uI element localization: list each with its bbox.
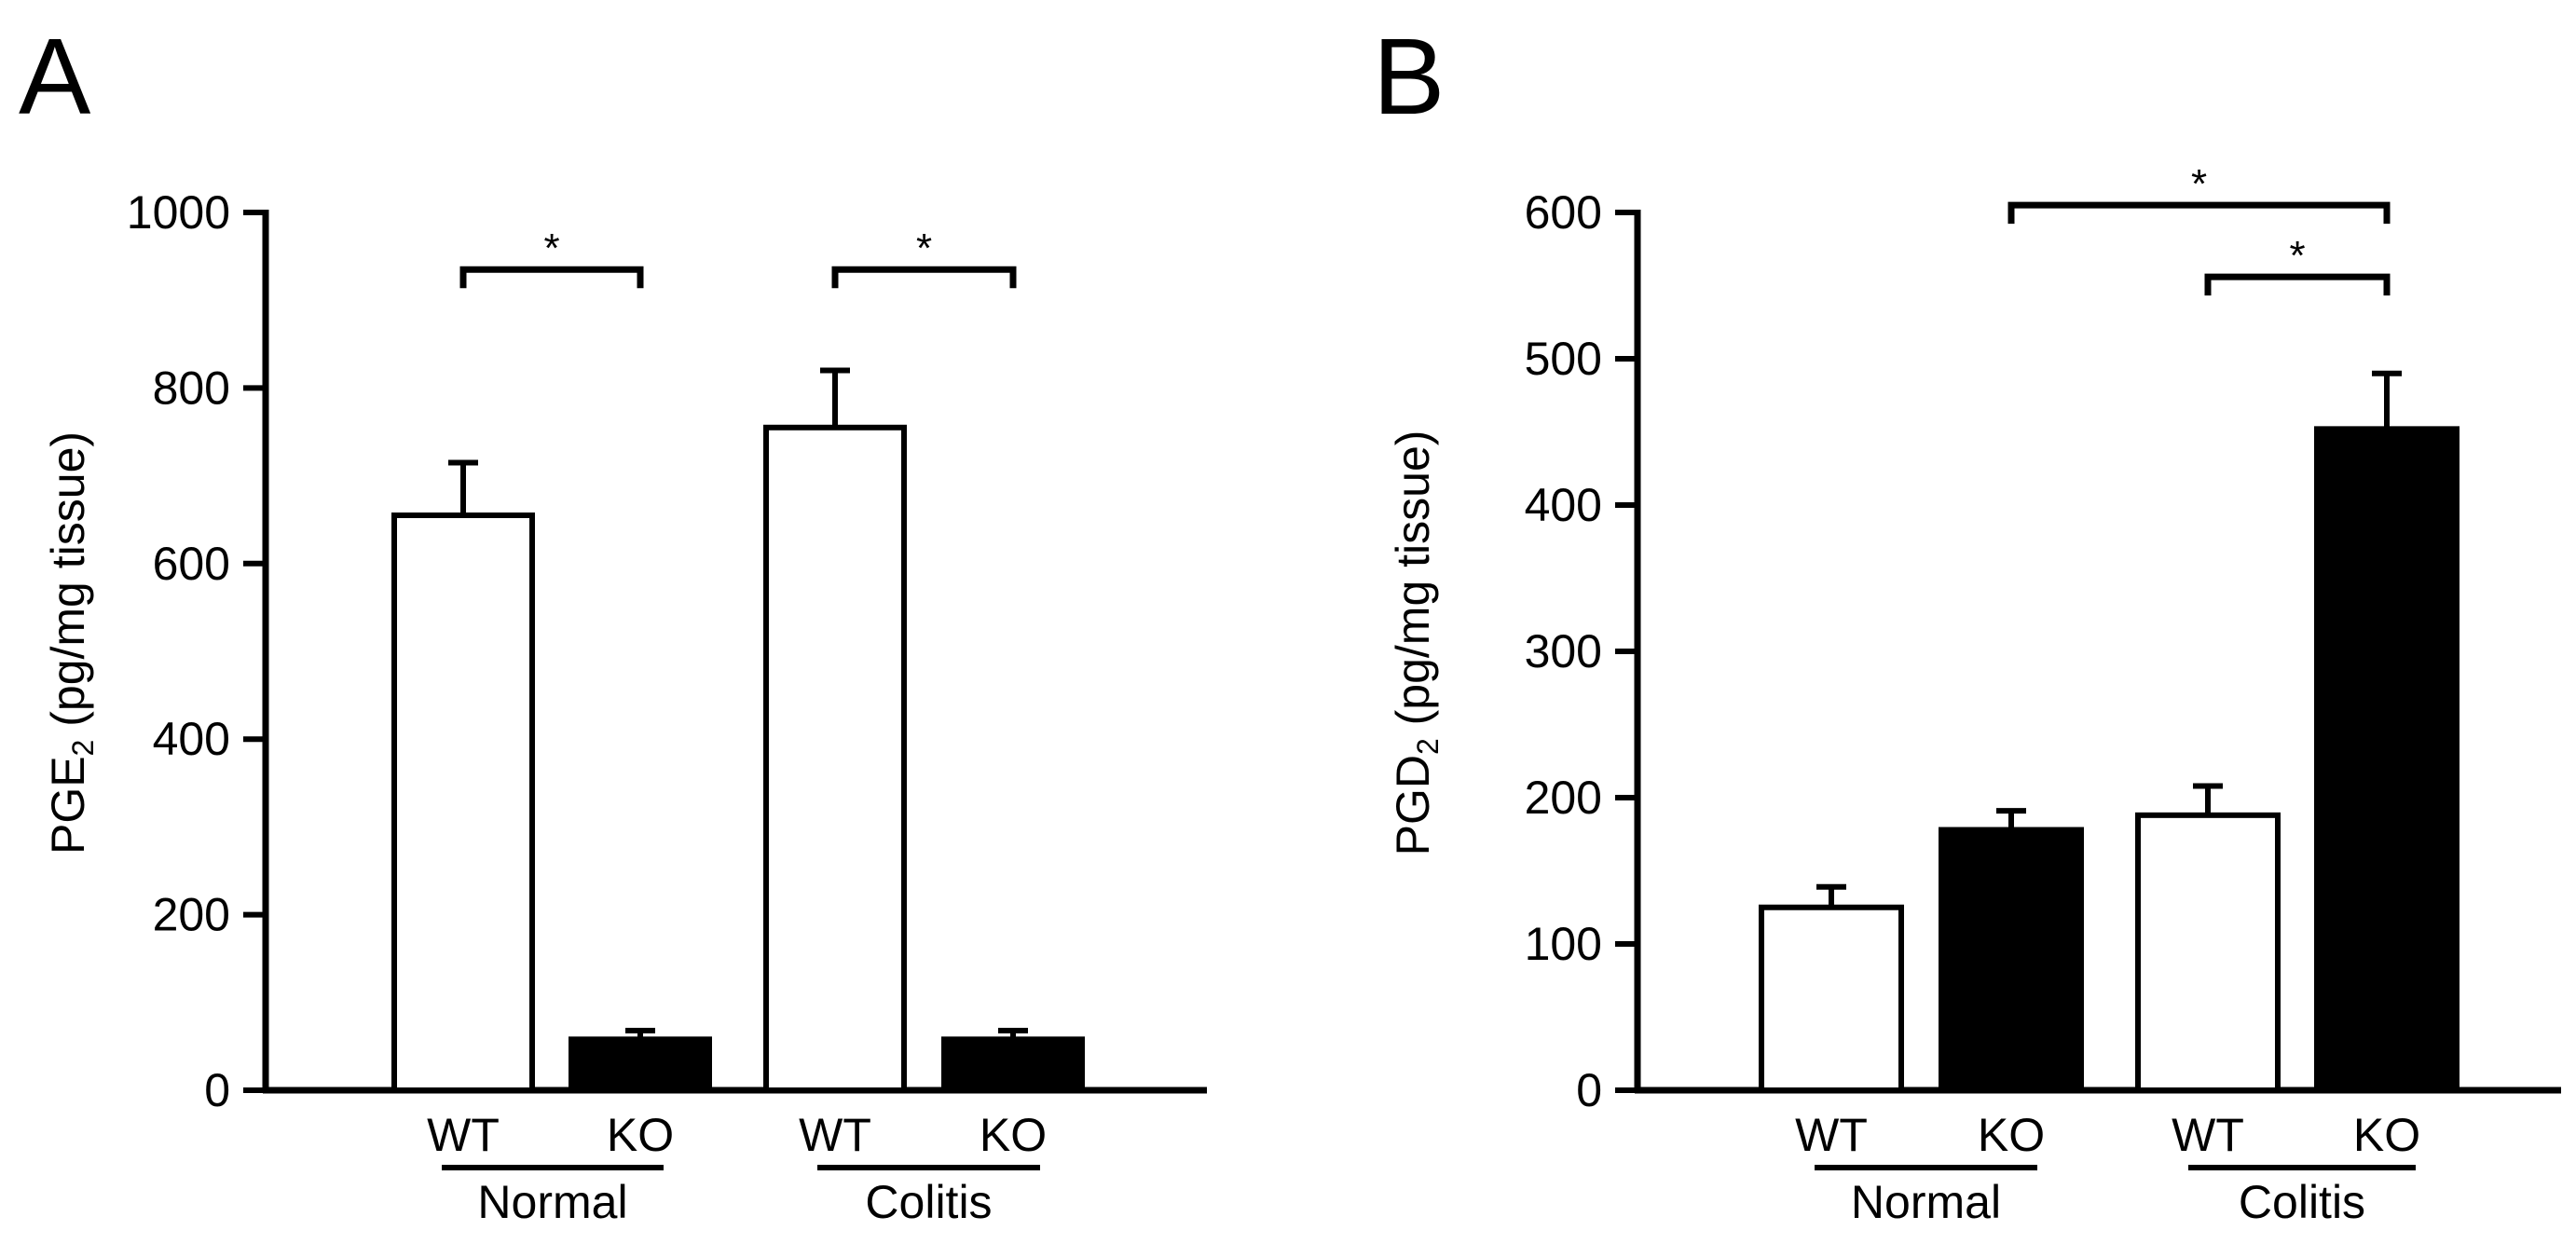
panel-b-category-label: WT [1795, 1109, 1868, 1161]
panel-a-y-tick-label: 800 [153, 362, 230, 414]
panel-b-significance-star: * [2191, 161, 2207, 207]
panel-a-bar [763, 424, 907, 1094]
panel-b-y-tick-label: 300 [1525, 625, 1602, 677]
panel-a-category-label: KO [980, 1109, 1047, 1161]
panel-b-group-label: Normal [1851, 1176, 2001, 1228]
panel-b-y-tick-label: 600 [1525, 186, 1602, 239]
panel-a-y-tick-label: 1000 [127, 186, 230, 239]
panel-a-category-label: WT [799, 1109, 871, 1161]
panel-a-y-tick-label: 200 [153, 889, 230, 941]
panel-b-letter: B [1373, 16, 1445, 137]
panel-b-significance-star: * [2289, 233, 2305, 279]
panel-b-bar [2314, 426, 2460, 1093]
panel-b-y-tick-label: 500 [1525, 333, 1602, 385]
panel-a-y-tick-label: 0 [204, 1064, 230, 1116]
panel-a-category-label: WT [427, 1109, 500, 1161]
panel-a-bar [391, 512, 535, 1093]
panel-a-significance-star: * [916, 226, 932, 271]
panel-a: A PGE2 (pg/mg tissue) 0 200 400 600 800 1000 W… [19, 16, 1207, 1228]
panel-b-bar [1939, 827, 2084, 1093]
panel-a-significance-bracket [831, 266, 1017, 289]
panel-b-significance-bracket [2007, 201, 2391, 225]
panel-b: B PGD2 (pg/mg tissue) 0 100 200 300 400 500 60… [1373, 16, 2561, 1228]
panel-b-category-label: WT [2172, 1109, 2244, 1161]
panel-b-bar [1759, 904, 1904, 1093]
panel-a-group-label: Normal [477, 1176, 627, 1228]
panel-b-y-axis-label: PGD2 (pg/mg tissue) [1387, 431, 1445, 856]
panel-b-bar [2135, 812, 2281, 1094]
panel-b-category-label: KO [2353, 1109, 2420, 1161]
panel-a-category-label: KO [607, 1109, 674, 1161]
panel-b-y-tick-label: 0 [1576, 1064, 1602, 1116]
panel-b-y-tick-label: 400 [1525, 479, 1602, 531]
panel-a-significance-bracket [459, 266, 644, 289]
panel-a-y-tick-label: 400 [153, 713, 230, 765]
panel-a-y-tick-label: 600 [153, 538, 230, 590]
panel-a-group-label: Colitis [865, 1176, 992, 1228]
panel-a-letter: A [19, 16, 91, 137]
panel-b-category-label: KO [1978, 1109, 2045, 1161]
panel-a-significance-star: * [543, 226, 559, 271]
panel-a-y-axis-label: PGE2 (pg/mg tissue) [42, 431, 100, 854]
panel-b-group-label: Colitis [2239, 1176, 2365, 1228]
panel-b-y-tick-label: 100 [1525, 918, 1602, 970]
panel-a-bar [569, 1036, 712, 1094]
panel-b-y-tick-label: 200 [1525, 772, 1602, 824]
panel-a-bar [941, 1036, 1085, 1094]
panel-b-significance-bracket [2204, 273, 2391, 296]
